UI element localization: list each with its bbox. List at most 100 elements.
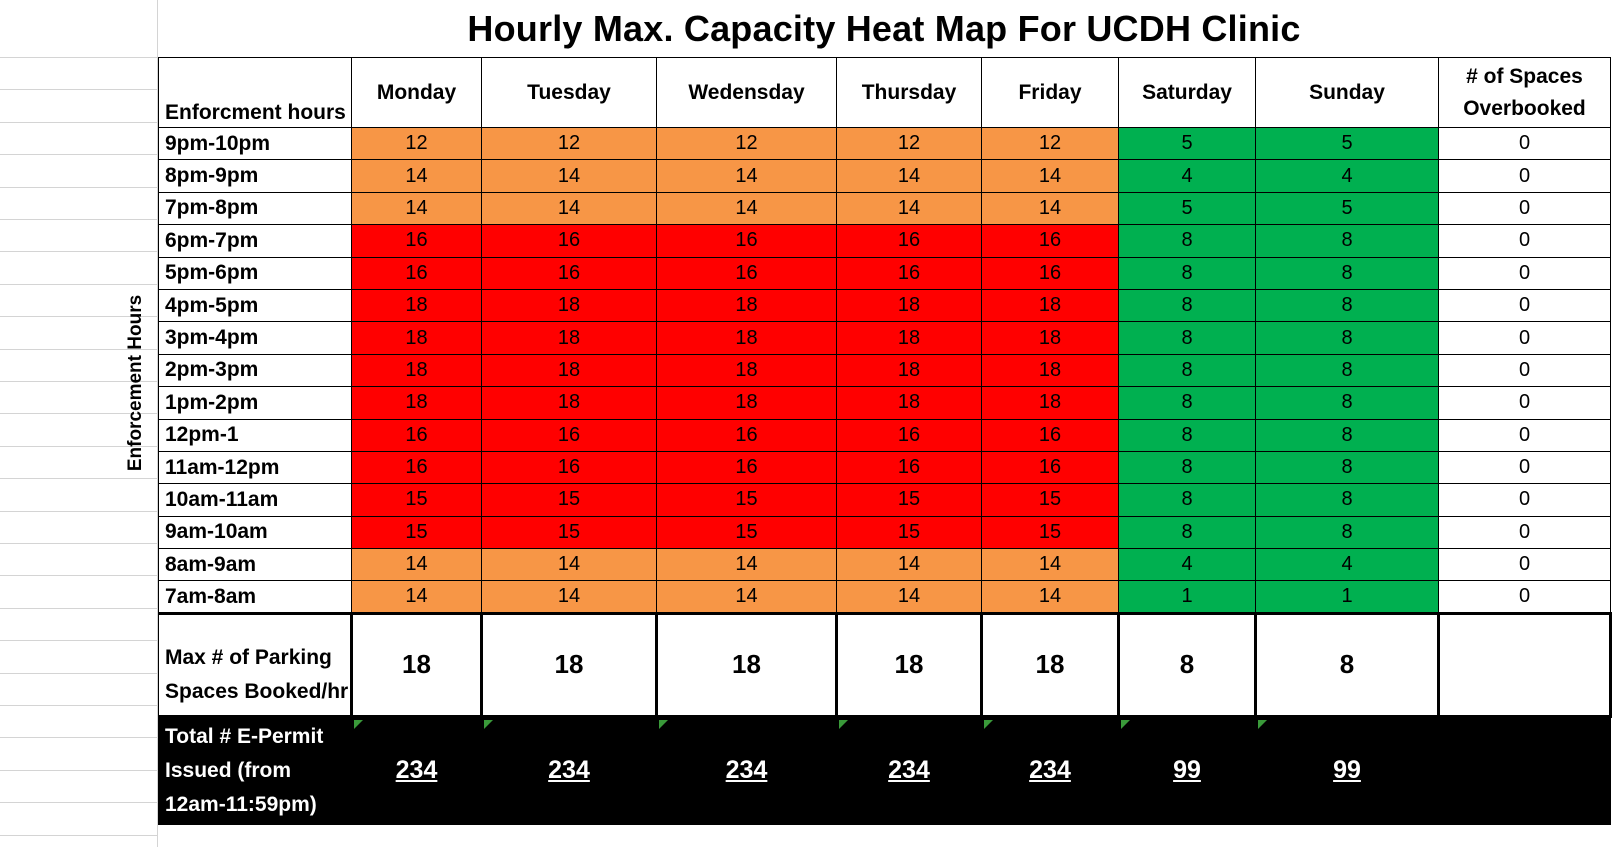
heatmap-cell[interactable]: 18: [836, 288, 982, 323]
heatmap-cell[interactable]: 18: [981, 386, 1119, 420]
total-permits-cell[interactable]: 99: [1255, 715, 1439, 825]
heatmap-cell[interactable]: 15: [481, 483, 657, 517]
heatmap-cell[interactable]: 14: [836, 191, 982, 226]
heatmap-cell[interactable]: 18: [481, 321, 657, 355]
heatmap-cell[interactable]: 18: [981, 288, 1119, 323]
heatmap-cell[interactable]: 18: [351, 321, 482, 355]
heatmap-cell[interactable]: 15: [981, 515, 1119, 550]
heatmap-cell[interactable]: 8: [1255, 353, 1439, 388]
heatmap-cell[interactable]: 16: [836, 450, 982, 485]
heatmap-cell[interactable]: 16: [836, 418, 982, 452]
heatmap-cell[interactable]: 18: [656, 288, 837, 323]
heatmap-cell[interactable]: 15: [656, 483, 837, 517]
heatmap-cell[interactable]: 18: [836, 353, 982, 388]
heatmap-cell[interactable]: 14: [981, 548, 1119, 582]
heatmap-cell[interactable]: 16: [981, 418, 1119, 452]
overbooked-cell[interactable]: 0: [1438, 515, 1611, 550]
heatmap-cell[interactable]: 4: [1255, 548, 1439, 582]
heatmap-cell[interactable]: 8: [1255, 418, 1439, 452]
heatmap-cell[interactable]: 8: [1255, 450, 1439, 485]
heatmap-cell[interactable]: 16: [656, 418, 837, 452]
heatmap-cell[interactable]: 4: [1118, 548, 1256, 582]
overbooked-cell[interactable]: 0: [1438, 321, 1611, 355]
heatmap-cell[interactable]: 8: [1255, 288, 1439, 323]
heatmap-cell[interactable]: 14: [351, 191, 482, 226]
heatmap-cell[interactable]: 14: [981, 159, 1119, 193]
heatmap-cell[interactable]: 8: [1255, 321, 1439, 355]
heatmap-cell[interactable]: 14: [656, 159, 837, 193]
heatmap-cell[interactable]: 14: [351, 159, 482, 193]
heatmap-cell[interactable]: 14: [836, 548, 982, 582]
heatmap-cell[interactable]: 14: [481, 580, 657, 614]
heatmap-cell[interactable]: 15: [351, 515, 482, 550]
heatmap-cell[interactable]: 18: [351, 353, 482, 388]
heatmap-cell[interactable]: 18: [656, 321, 837, 355]
heatmap-cell[interactable]: 12: [981, 126, 1119, 161]
heatmap-cell[interactable]: 15: [656, 515, 837, 550]
heatmap-cell[interactable]: 8: [1118, 483, 1256, 517]
heatmap-cell[interactable]: 16: [481, 450, 657, 485]
heatmap-cell[interactable]: 8: [1118, 224, 1256, 258]
overbooked-cell[interactable]: 0: [1438, 418, 1611, 452]
total-permits-cell[interactable]: 99: [1118, 715, 1256, 825]
heatmap-cell[interactable]: 12: [656, 126, 837, 161]
heatmap-cell[interactable]: 14: [981, 580, 1119, 614]
heatmap-cell[interactable]: 15: [836, 483, 982, 517]
heatmap-cell[interactable]: 16: [656, 224, 837, 258]
heatmap-cell[interactable]: 12: [481, 126, 657, 161]
heatmap-cell[interactable]: 8: [1118, 321, 1256, 355]
total-permits-cell[interactable]: 234: [656, 715, 837, 825]
heatmap-cell[interactable]: 4: [1118, 159, 1256, 193]
heatmap-cell[interactable]: 16: [351, 418, 482, 452]
heatmap-cell[interactable]: 8: [1118, 515, 1256, 550]
heatmap-cell[interactable]: 14: [836, 580, 982, 614]
overbooked-cell[interactable]: 0: [1438, 386, 1611, 420]
overbooked-cell[interactable]: 0: [1438, 159, 1611, 193]
heatmap-cell[interactable]: 18: [351, 386, 482, 420]
heatmap-cell[interactable]: 16: [981, 224, 1119, 258]
heatmap-cell[interactable]: 8: [1118, 256, 1256, 290]
heatmap-cell[interactable]: 4: [1255, 159, 1439, 193]
heatmap-cell[interactable]: 5: [1255, 126, 1439, 161]
heatmap-cell[interactable]: 18: [481, 288, 657, 323]
overbooked-cell[interactable]: 0: [1438, 126, 1611, 161]
heatmap-cell[interactable]: 16: [981, 450, 1119, 485]
heatmap-cell[interactable]: 5: [1118, 191, 1256, 226]
heatmap-cell[interactable]: 16: [481, 418, 657, 452]
heatmap-cell[interactable]: 8: [1118, 418, 1256, 452]
heatmap-cell[interactable]: 8: [1118, 386, 1256, 420]
heatmap-cell[interactable]: 5: [1255, 191, 1439, 226]
heatmap-cell[interactable]: 16: [481, 256, 657, 290]
heatmap-cell[interactable]: 8: [1118, 450, 1256, 485]
heatmap-cell[interactable]: 12: [836, 126, 982, 161]
heatmap-cell[interactable]: 16: [981, 256, 1119, 290]
heatmap-cell[interactable]: 16: [351, 256, 482, 290]
heatmap-cell[interactable]: 16: [481, 224, 657, 258]
heatmap-cell[interactable]: 16: [836, 256, 982, 290]
heatmap-cell[interactable]: 15: [981, 483, 1119, 517]
total-permits-cell[interactable]: 234: [351, 715, 482, 825]
heatmap-cell[interactable]: 14: [656, 548, 837, 582]
overbooked-cell[interactable]: 0: [1438, 191, 1611, 226]
heatmap-cell[interactable]: 8: [1255, 224, 1439, 258]
heatmap-cell[interactable]: 16: [656, 256, 837, 290]
heatmap-cell[interactable]: 16: [656, 450, 837, 485]
heatmap-cell[interactable]: 8: [1118, 288, 1256, 323]
overbooked-cell[interactable]: 0: [1438, 256, 1611, 290]
heatmap-cell[interactable]: 14: [836, 159, 982, 193]
heatmap-cell[interactable]: 14: [481, 159, 657, 193]
heatmap-cell[interactable]: 16: [836, 224, 982, 258]
heatmap-cell[interactable]: 14: [656, 580, 837, 614]
heatmap-cell[interactable]: 8: [1255, 256, 1439, 290]
overbooked-cell[interactable]: 0: [1438, 224, 1611, 258]
heatmap-cell[interactable]: 18: [981, 321, 1119, 355]
heatmap-cell[interactable]: 15: [481, 515, 657, 550]
heatmap-cell[interactable]: 8: [1255, 515, 1439, 550]
heatmap-cell[interactable]: 14: [481, 191, 657, 226]
heatmap-cell[interactable]: 5: [1118, 126, 1256, 161]
overbooked-cell[interactable]: 0: [1438, 580, 1611, 614]
heatmap-cell[interactable]: 18: [656, 386, 837, 420]
heatmap-cell[interactable]: 18: [481, 353, 657, 388]
heatmap-cell[interactable]: 1: [1255, 580, 1439, 614]
total-permits-cell[interactable]: 234: [481, 715, 657, 825]
